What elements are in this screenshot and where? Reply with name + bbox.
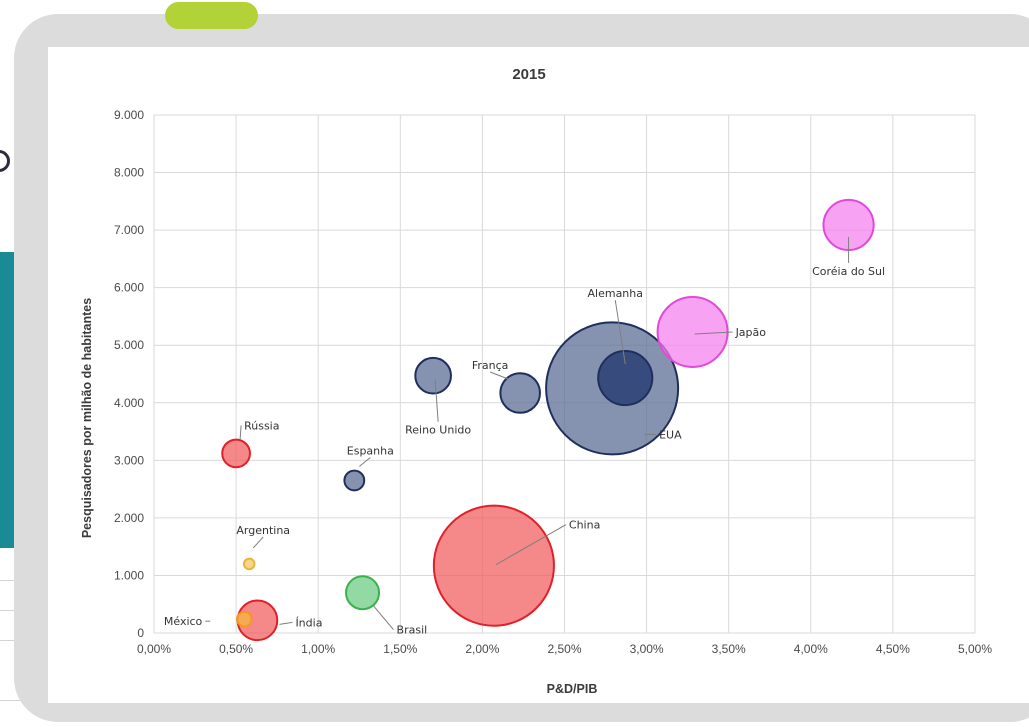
bubble-França xyxy=(499,372,541,414)
bubble-Alemanha xyxy=(597,349,654,407)
point-label-Alemanha: Alemanha xyxy=(588,287,644,300)
x-tick-label: 0,00% xyxy=(137,642,171,656)
leader-line-China xyxy=(495,524,567,566)
bubble-Brasil xyxy=(345,575,381,611)
x-tick-label: 4,50% xyxy=(876,642,910,656)
point-label-México: México xyxy=(164,615,203,628)
bubble-Argentina xyxy=(242,557,256,571)
y-axis-ticks: 0 1.000 2.000 3.000 4.000 5.000 6.000 7.000 8.00… xyxy=(114,108,144,640)
x-axis-ticks: 0,00% 0,50% 1,00% 1,50% 2,00% 2,50% 3,00% 3,50%… xyxy=(137,642,992,656)
y-tick-label: 8.000 xyxy=(114,166,144,180)
leader-line-França xyxy=(489,371,509,380)
leader-line-Japão xyxy=(694,331,733,335)
x-tick-label: 5,00% xyxy=(958,642,992,656)
bubble-China xyxy=(432,504,555,627)
y-tick-label: 1.000 xyxy=(114,568,144,582)
point-label-EUA: EUA xyxy=(659,428,682,441)
x-tick-label: 2,50% xyxy=(547,642,581,656)
background-circle-icon xyxy=(0,150,10,172)
tablet-screen: EUA China Japão Alemanha Coréia do Sul França… xyxy=(48,47,1029,703)
y-tick-label: 4.000 xyxy=(114,396,144,410)
point-label-Coréia do Sul: Coréia do Sul xyxy=(812,265,885,278)
point-label-Argentina: Argentina xyxy=(236,524,290,537)
x-tick-label: 3,50% xyxy=(712,642,746,656)
leader-line-Alemanha xyxy=(614,299,626,365)
point-label-Índia: Índia xyxy=(295,616,322,629)
point-label-Brasil: Brasil xyxy=(397,624,428,637)
x-tick-label: 1,50% xyxy=(383,642,417,656)
leader-line-Reino Unido xyxy=(434,379,439,422)
leader-line-Rússia xyxy=(239,425,242,440)
y-tick-label: 5.000 xyxy=(114,338,144,352)
bubble-Reino Unido xyxy=(414,356,452,395)
y-tick-label: 7.000 xyxy=(114,223,144,237)
point-label-Reino Unido: Reino Unido xyxy=(405,424,471,437)
y-tick-label: 9.000 xyxy=(114,108,144,122)
point-label-Rússia: Rússia xyxy=(244,419,279,432)
x-tick-label: 1,00% xyxy=(301,642,335,656)
point-label-Japão: Japão xyxy=(735,326,767,339)
x-axis-title: P&D/PIB xyxy=(547,682,598,696)
y-tick-label: 2.000 xyxy=(114,511,144,525)
point-label-China: China xyxy=(569,519,600,532)
leader-line-Brasil xyxy=(372,604,394,631)
leader-line-Argentina xyxy=(252,536,264,549)
x-tick-label: 2,00% xyxy=(465,642,499,656)
y-tick-label: 6.000 xyxy=(114,281,144,295)
y-tick-label: 0 xyxy=(137,626,144,640)
bubble-Rússia xyxy=(221,438,251,469)
chart-leader-lines xyxy=(205,236,850,631)
leader-line-Espanha xyxy=(359,457,371,467)
point-label-Espanha: Espanha xyxy=(347,444,394,457)
y-axis-title: Pesquisadores por milhão de habitantes xyxy=(80,298,94,538)
chart-bubbles xyxy=(221,198,875,642)
point-label-França: França xyxy=(472,359,509,372)
x-tick-label: 4,00% xyxy=(794,642,828,656)
bubble-México xyxy=(236,610,253,628)
x-tick-label: 3,00% xyxy=(630,642,664,656)
y-tick-label: 3.000 xyxy=(114,453,144,467)
bubble-Japão xyxy=(656,296,729,368)
tablet-green-pill xyxy=(165,2,258,29)
bubble-chart: EUA China Japão Alemanha Coréia do Sul França… xyxy=(80,66,992,696)
bubble-Espanha xyxy=(343,469,366,492)
x-tick-label: 0,50% xyxy=(219,642,253,656)
chart-title: 2015 xyxy=(512,66,545,83)
chart-point-labels: EUA China Japão Alemanha Coréia do Sul França… xyxy=(164,265,885,637)
leader-line-Índia xyxy=(279,621,293,625)
